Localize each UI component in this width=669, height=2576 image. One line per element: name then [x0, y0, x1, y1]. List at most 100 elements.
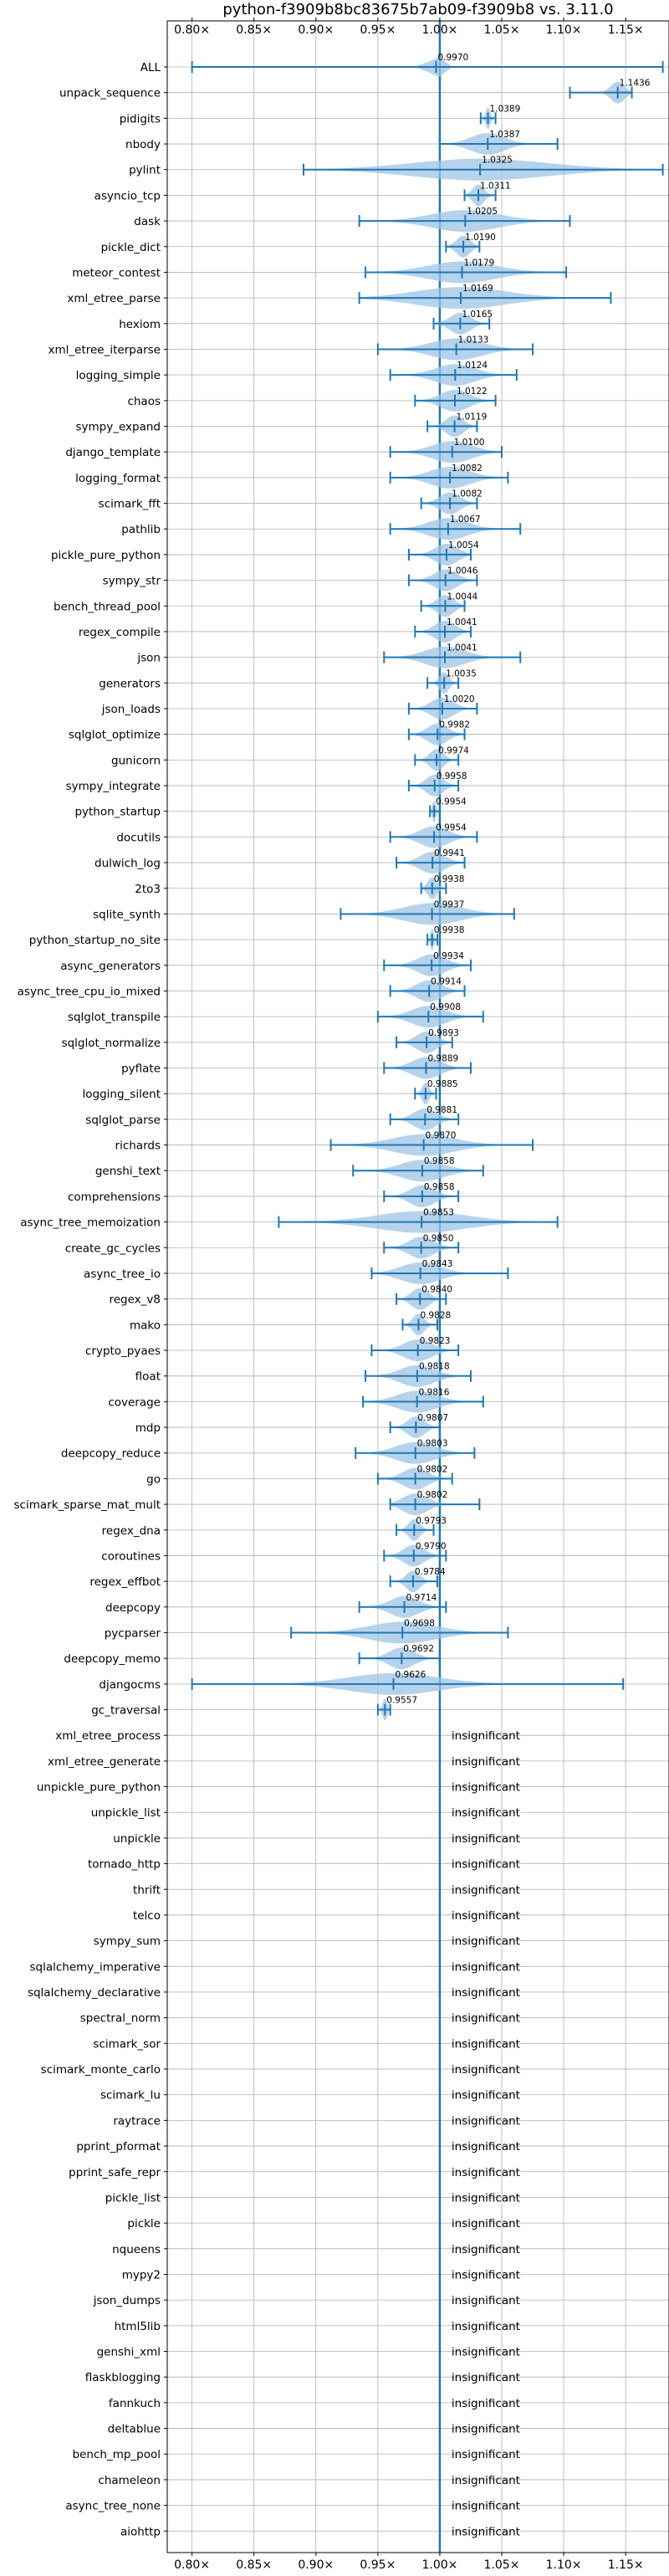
- benchmark-label: xml_etree_process: [55, 1729, 161, 1743]
- benchmark-label: fannkuch: [109, 2397, 161, 2410]
- benchmark-label: scimark_lu: [100, 2089, 161, 2102]
- benchmark-label: ALL: [140, 61, 161, 74]
- mean-value-label: 0.9885: [427, 1079, 458, 1089]
- mean-value-label: 0.9982: [439, 720, 470, 730]
- benchmark-label: tornado_http: [88, 1858, 161, 1872]
- benchmark-label: pycparser: [105, 1626, 161, 1640]
- insignificant-label: insignificant: [452, 2012, 520, 2025]
- benchmark-label: go: [146, 1472, 161, 1486]
- benchmark-label: telco: [133, 1909, 161, 1923]
- insignificant-label: insignificant: [452, 1935, 520, 1949]
- benchmark-label: unpickle: [113, 1832, 161, 1846]
- chart-title: python-f3909b8bc83675b7ab09-f3909b8 vs. …: [222, 1, 613, 18]
- mean-value-label: 0.9908: [430, 1002, 461, 1012]
- x-tick-label-top: 0.95×: [360, 23, 396, 37]
- x-tick-label-bottom: 1.15×: [608, 2558, 644, 2572]
- benchmark-label: nqueens: [112, 2243, 161, 2256]
- benchmark-label: hexiom: [119, 318, 161, 331]
- benchmark-label: 2to3: [135, 883, 161, 896]
- benchmark-label: regex_v8: [109, 1293, 161, 1307]
- insignificant-label: insignificant: [452, 1960, 520, 1974]
- mean-value-label: 1.0082: [452, 463, 483, 474]
- benchmark-label: pidigits: [120, 112, 161, 125]
- benchmark-label: pickle_dict: [101, 241, 161, 254]
- benchmark-label: async_generators: [60, 960, 161, 973]
- benchmark-label: regex_effbot: [89, 1575, 161, 1589]
- mean-value-label: 0.9958: [437, 771, 467, 781]
- label-layer: 0.80× 0.80× 0.85× 0.85× 0.90× 0.90× 0.95× 0.95×…: [14, 23, 651, 2572]
- mean-value-label: 0.9941: [434, 848, 465, 858]
- benchmark-label: pylint: [129, 164, 161, 177]
- benchmark-label: meteor_contest: [72, 266, 161, 279]
- benchmark-label: nbody: [125, 138, 161, 151]
- insignificant-label: insignificant: [452, 2243, 520, 2256]
- mean-value-label: 0.9954: [436, 797, 467, 807]
- benchmark-label: json_dumps: [93, 2294, 161, 2307]
- mean-value-label: 1.0041: [447, 617, 477, 627]
- mean-value-label: 1.0082: [452, 489, 483, 499]
- benchmark-label: logging_silent: [83, 1088, 161, 1101]
- mean-value-label: 0.9818: [419, 1362, 450, 1372]
- mean-value-label: 1.0190: [465, 233, 496, 243]
- benchmark-label: regex_dna: [102, 1524, 161, 1538]
- benchmark-label: raytrace: [113, 2114, 161, 2128]
- mean-value-label: 1.0041: [447, 643, 477, 653]
- x-tick-label-bottom: 0.95×: [360, 2558, 396, 2572]
- insignificant-label: insignificant: [452, 2294, 520, 2307]
- mean-value-label: 0.9858: [424, 1156, 455, 1166]
- benchmark-label: coverage: [108, 1396, 161, 1409]
- benchmark-label: xml_etree_generate: [48, 1755, 161, 1769]
- mean-value-label: 1.0165: [462, 310, 493, 320]
- x-tick-label-top: 0.80×: [174, 23, 210, 37]
- benchmark-label: dask: [134, 215, 161, 228]
- insignificant-label: insignificant: [452, 1806, 520, 1820]
- benchmark-label: asyncio_tcp: [94, 189, 161, 202]
- mean-value-label: 0.9807: [417, 1413, 448, 1423]
- insignificant-label: insignificant: [452, 2500, 520, 2513]
- mean-value-label: 0.9802: [417, 1464, 448, 1474]
- benchmark-label: xml_etree_iterparse: [49, 343, 161, 356]
- insignificant-label: insignificant: [452, 2166, 520, 2179]
- benchmark-label: pickle_pure_python: [51, 549, 161, 562]
- x-tick-label-bottom: 1.00×: [421, 2558, 457, 2572]
- mean-value-label: 1.0325: [482, 156, 513, 166]
- mean-value-label: 0.9692: [403, 1644, 434, 1654]
- x-tick-label-top: 1.15×: [608, 23, 644, 37]
- mean-value-label: 1.0124: [457, 361, 488, 371]
- insignificant-label: insignificant: [452, 2114, 520, 2128]
- insignificant-label: insignificant: [452, 2423, 520, 2436]
- benchmark-label: bench_mp_pool: [73, 2448, 161, 2461]
- benchmark-label: gunicorn: [111, 754, 161, 767]
- benchmark-label: deltablue: [108, 2423, 161, 2436]
- mean-value-label: 1.0133: [458, 335, 489, 345]
- benchmark-label: scimark_monte_carlo: [41, 2063, 161, 2077]
- mean-value-label: 0.9802: [417, 1490, 448, 1500]
- insignificant-label: insignificant: [452, 2448, 520, 2461]
- mean-value-label: 0.9870: [426, 1131, 457, 1141]
- insignificant-label: insignificant: [452, 1729, 520, 1743]
- benchmark-label: json_loads: [101, 703, 161, 716]
- mean-value-label: 1.0122: [457, 387, 488, 397]
- mean-value-label: 0.9934: [433, 951, 464, 961]
- mean-value-label: 0.9626: [396, 1670, 426, 1680]
- mean-value-label: 1.0387: [489, 130, 520, 140]
- mean-value-label: 1.0179: [463, 258, 494, 268]
- insignificant-label: insignificant: [452, 2191, 520, 2205]
- insignificant-label: insignificant: [452, 1986, 520, 2000]
- insignificant-label: insignificant: [452, 2037, 520, 2051]
- benchmark-label: genshi_xml: [97, 2346, 161, 2359]
- mean-value-label: 0.9790: [416, 1541, 447, 1551]
- mean-value-label: 0.9970: [437, 53, 468, 63]
- insignificant-label: insignificant: [452, 1909, 520, 1923]
- benchmark-label: pyflate: [121, 1063, 161, 1076]
- benchmark-label: unpack_sequence: [59, 87, 161, 100]
- benchmark-label: sqlglot_transpile: [68, 1011, 161, 1024]
- x-tick-label-top: 1.05×: [484, 23, 520, 37]
- benchmark-label: sympy_str: [103, 575, 161, 588]
- mean-value-label: 1.0035: [446, 668, 477, 679]
- benchmark-label: dulwich_log: [94, 857, 161, 870]
- benchmark-label: unpickle_pure_python: [37, 1781, 161, 1795]
- benchmark-label: pickle: [127, 2217, 161, 2230]
- insignificant-label: insignificant: [452, 2474, 520, 2487]
